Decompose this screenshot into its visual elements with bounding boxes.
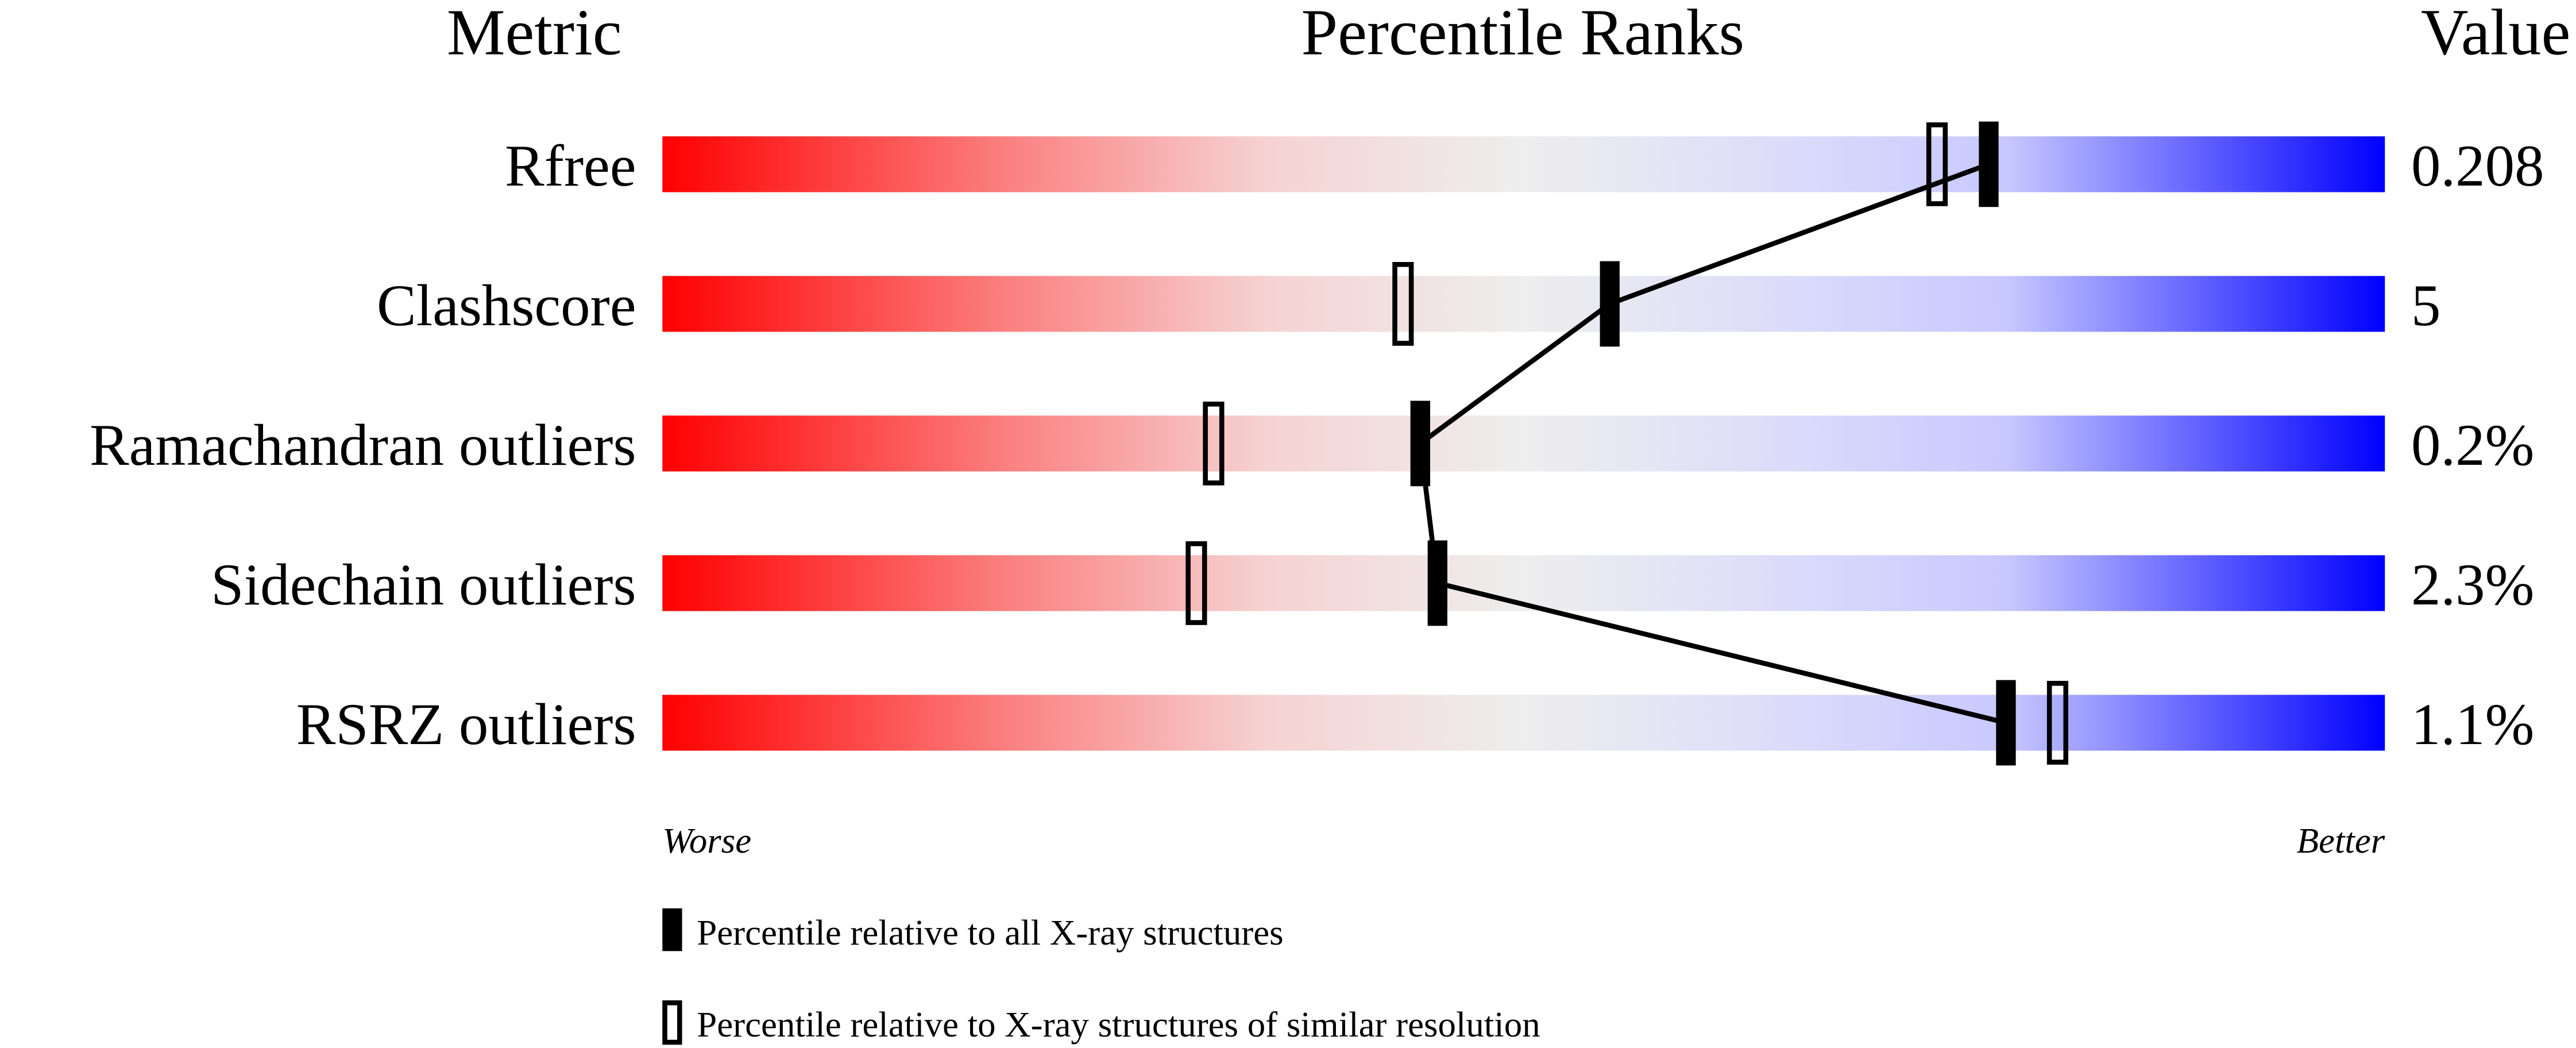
- metric-value: 0.208: [2411, 133, 2544, 199]
- header-metric: Metric: [447, 0, 622, 68]
- all-structures-marker: [1600, 261, 1620, 347]
- metric-value: 1.1%: [2411, 692, 2534, 757]
- similar-resolution-marker: [1392, 261, 1414, 346]
- similar-resolution-marker: [1926, 122, 1948, 206]
- legend-open-marker: [662, 1000, 682, 1045]
- similar-resolution-marker: [1203, 402, 1225, 486]
- all-structures-marker: [1427, 540, 1447, 626]
- legend-filled-marker: [662, 908, 682, 951]
- metric-value: 5: [2411, 273, 2440, 338]
- all-structures-marker: [1410, 400, 1430, 487]
- metric-label: Rfree: [505, 133, 636, 199]
- percentile-bar: [662, 136, 2385, 192]
- legend-all-structures: Percentile relative to all X-ray structu…: [697, 912, 1283, 953]
- metric-label: Clashscore: [377, 273, 636, 338]
- all-structures-marker: [1979, 121, 1999, 207]
- header-value: Value: [2421, 0, 2570, 68]
- metric-label: Sidechain outliers: [211, 552, 636, 618]
- metric-label: RSRZ outliers: [296, 692, 636, 757]
- header-percentile-ranks: Percentile Ranks: [1301, 0, 1745, 68]
- legend-similar-resolution: Percentile relative to X-ray structures …: [697, 1004, 1540, 1045]
- percentile-bar: [662, 276, 2385, 332]
- worse-label: Worse: [662, 820, 751, 861]
- similar-resolution-marker: [2046, 681, 2069, 765]
- metric-label: Ramachandran outliers: [90, 413, 636, 478]
- metric-value: 0.2%: [2411, 413, 2534, 478]
- all-structures-marker: [1996, 680, 2016, 766]
- percentile-bar: [662, 695, 2385, 751]
- percentile-bar: [662, 415, 2385, 472]
- percentile-bar: [662, 555, 2385, 611]
- metric-value: 2.3%: [2411, 552, 2534, 618]
- better-label: Better: [2297, 820, 2385, 861]
- similar-resolution-marker: [1185, 541, 1207, 625]
